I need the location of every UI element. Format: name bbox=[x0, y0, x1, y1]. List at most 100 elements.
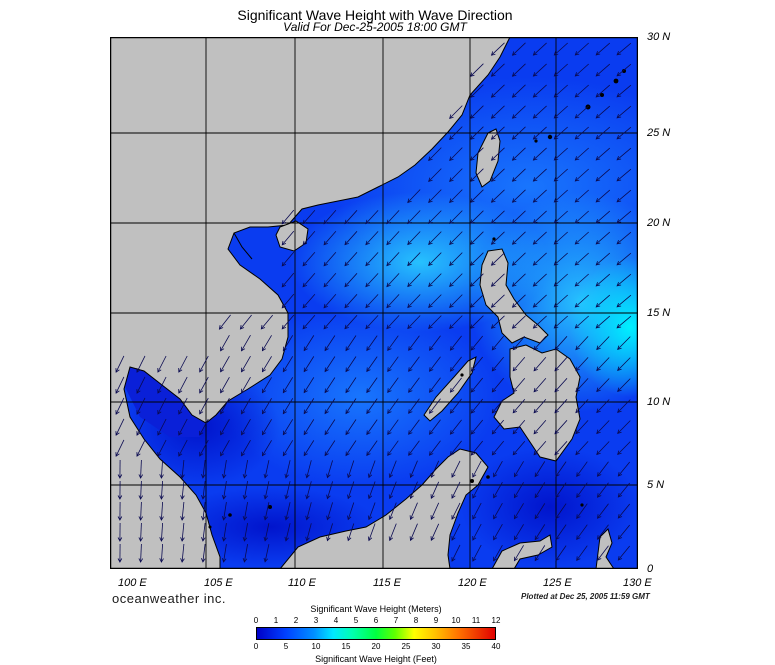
wave-arrow-head bbox=[136, 410, 141, 415]
wave-arrow bbox=[161, 480, 163, 500]
wave-arrow-head bbox=[574, 114, 580, 119]
wave-arrow bbox=[554, 168, 568, 182]
wave-arrow-head bbox=[511, 93, 517, 98]
wave-arrow bbox=[344, 210, 358, 224]
wave-arrow bbox=[470, 356, 484, 372]
wave-arrow-head bbox=[490, 282, 496, 287]
wave-arrow-head bbox=[553, 177, 559, 182]
wave-arrow-head bbox=[324, 346, 329, 352]
wave-arrow-head bbox=[511, 240, 517, 245]
wave-arrow-head bbox=[117, 495, 123, 500]
wave-arrow-head bbox=[218, 325, 224, 330]
wave-arrow bbox=[554, 42, 568, 56]
wave-arrow bbox=[344, 252, 358, 266]
wave-arrow-head bbox=[616, 197, 622, 203]
wave-arrow-head bbox=[157, 409, 162, 415]
feet-tick-label: 20 bbox=[371, 642, 381, 651]
wave-arrow bbox=[554, 210, 568, 224]
meter-tick-label: 12 bbox=[491, 616, 501, 625]
island-dot bbox=[600, 93, 604, 97]
wave-arrow-head bbox=[596, 450, 601, 456]
wave-arrow-head bbox=[553, 261, 559, 266]
wave-arrow bbox=[576, 482, 588, 498]
wave-arrow bbox=[472, 523, 482, 541]
lat-label-5n: 5 N bbox=[647, 479, 665, 491]
wave-arrow bbox=[554, 399, 568, 413]
wave-arrow-head bbox=[281, 261, 287, 267]
wave-arrow-head bbox=[596, 429, 601, 435]
wave-arrow-head bbox=[574, 135, 580, 140]
wave-arrow-head bbox=[388, 515, 394, 521]
brand-logo-text: oceanweather inc. bbox=[112, 591, 227, 606]
wave-arrow bbox=[157, 439, 167, 457]
wave-arrow-head bbox=[555, 556, 560, 562]
wave-arrow bbox=[449, 105, 463, 119]
lat-label-20n: 20 N bbox=[647, 217, 671, 229]
island-dot bbox=[613, 78, 619, 84]
wave-arrow bbox=[617, 378, 631, 392]
wave-arrow-head bbox=[472, 556, 477, 562]
wave-arrow-head bbox=[470, 346, 476, 351]
meter-tick-label: 6 bbox=[373, 616, 379, 625]
wave-arrow-head bbox=[157, 451, 162, 457]
wave-arrow bbox=[115, 439, 125, 457]
wave-arrow-head bbox=[220, 430, 225, 436]
wave-arrow bbox=[595, 168, 611, 182]
wave-arrow-head bbox=[451, 473, 456, 478]
wave-arrow bbox=[512, 126, 526, 140]
wave-arrow-head bbox=[513, 535, 519, 541]
wave-arrow-head bbox=[512, 408, 518, 414]
wave-arrow-head bbox=[428, 388, 434, 393]
wave-arrow bbox=[408, 419, 420, 435]
wave-arrow bbox=[264, 544, 270, 562]
wave-arrow-head bbox=[323, 261, 328, 267]
wave-arrow-head bbox=[472, 493, 477, 499]
wave-arrow-head bbox=[344, 261, 349, 267]
wave-arrow-head bbox=[553, 72, 559, 77]
wave-arrow-head bbox=[365, 219, 370, 225]
wave-arrow-head bbox=[575, 345, 580, 351]
wave-arrow-head bbox=[470, 72, 475, 77]
lat-lon-grid bbox=[110, 37, 638, 569]
wave-arrow-head bbox=[472, 535, 477, 541]
wave-arrow-head bbox=[344, 303, 349, 309]
land-hainan bbox=[275, 220, 309, 252]
wave-arrow-head bbox=[345, 409, 350, 415]
feet-tick-label: 10 bbox=[311, 642, 321, 651]
wave-arrow bbox=[115, 397, 125, 415]
wave-arrow bbox=[157, 355, 167, 373]
wave-arrow-head bbox=[532, 198, 538, 203]
wave-arrow-head bbox=[157, 430, 162, 436]
wave-arrow-head bbox=[512, 345, 518, 351]
lat-label-0: 0 bbox=[647, 563, 654, 575]
wave-arrow bbox=[491, 273, 505, 287]
wave-arrow-head bbox=[430, 515, 435, 520]
wave-arrow-head bbox=[470, 198, 475, 203]
lon-label-110e: 110 E bbox=[288, 577, 316, 589]
wave-arrow bbox=[491, 168, 505, 182]
wave-arrow bbox=[408, 356, 420, 372]
wave-arrow-head bbox=[532, 72, 538, 77]
wave-arrow bbox=[115, 418, 125, 436]
wave-arrow bbox=[429, 335, 441, 351]
wave-arrow bbox=[596, 357, 610, 371]
wave-arrow-head bbox=[387, 346, 392, 351]
wave-arrow bbox=[386, 231, 400, 245]
wave-arrow bbox=[202, 481, 206, 499]
wave-arrow bbox=[389, 460, 397, 478]
wave-arrow-head bbox=[366, 451, 371, 457]
wave-arrow-head bbox=[387, 409, 392, 414]
meter-tick-label: 4 bbox=[333, 616, 339, 625]
wave-arrow-head bbox=[159, 558, 164, 563]
wave-arrow-head bbox=[512, 450, 518, 456]
wave-arrow-head bbox=[387, 430, 392, 435]
wave-arrow bbox=[491, 105, 505, 119]
wave-arrow-head bbox=[595, 219, 601, 224]
wave-arrow-head bbox=[241, 409, 246, 415]
wave-arrow bbox=[345, 335, 357, 351]
wave-arrow-head bbox=[326, 536, 331, 542]
island-dot bbox=[534, 139, 538, 143]
wave-arrow bbox=[161, 543, 163, 563]
island-dot bbox=[622, 69, 626, 73]
wave-arrow bbox=[493, 503, 503, 519]
